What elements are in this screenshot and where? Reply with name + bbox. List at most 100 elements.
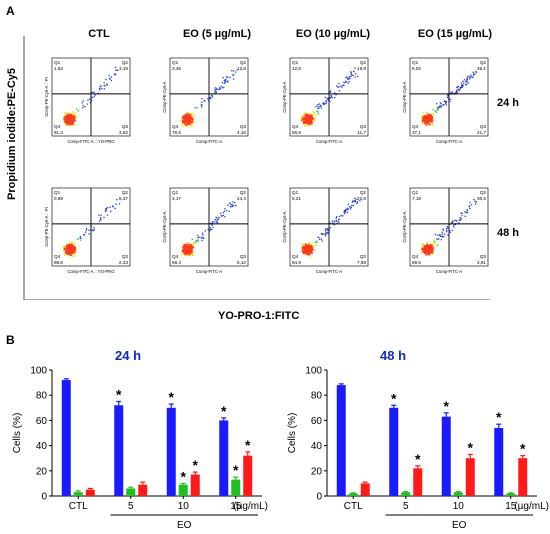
flow-event-dot	[346, 78, 349, 80]
flow-event-dot	[70, 123, 72, 126]
flow-event-dot	[103, 82, 105, 84]
flow-event-dot	[236, 69, 238, 71]
flow-event-dot	[350, 75, 352, 77]
flow-event-dot	[304, 124, 306, 126]
flow-event-dot	[301, 119, 303, 121]
flow-event-dot	[183, 115, 186, 118]
flow-event-dot	[66, 123, 69, 126]
flow-event-dot	[180, 120, 182, 122]
flow-event-dot	[72, 116, 74, 119]
flow-event-dot	[99, 87, 101, 90]
flow-event-dot	[456, 91, 458, 93]
flow-event-dot	[430, 121, 432, 123]
flow-event-dot	[429, 117, 431, 119]
flow-event-dot	[74, 247, 77, 249]
quadrant-q2-value: 36,1	[477, 66, 486, 71]
flow-event-dot	[93, 96, 95, 98]
flow-event-dot	[433, 114, 435, 117]
quadrant-q4-name: Q4	[54, 254, 61, 259]
flow-event-dot	[430, 116, 433, 118]
flow-event-dot	[326, 228, 328, 230]
flow-event-dot	[210, 228, 212, 230]
flow-event-dot	[303, 252, 305, 254]
flow-event-dot	[207, 228, 209, 231]
flow-event-dot	[449, 231, 452, 233]
chart-24h-bar	[219, 420, 229, 496]
flow-event-dot	[309, 118, 311, 120]
flow-event-dot	[468, 77, 471, 79]
flow-event-dot	[424, 246, 426, 249]
chart-48h-bar	[389, 407, 399, 496]
flow-event-dot	[222, 77, 224, 79]
flow-event-dot	[106, 207, 108, 210]
chart-48h-x-tick-label: 5	[403, 501, 409, 512]
flow-event-dot	[462, 84, 464, 87]
flow-event-dot	[179, 120, 181, 122]
flow-event-dot	[423, 118, 426, 120]
flow-event-dot	[306, 121, 309, 123]
flow-event-dot	[307, 123, 309, 125]
flow-event-dot	[441, 231, 443, 233]
flow-event-dot	[75, 116, 77, 119]
chart-48h-bar	[441, 416, 451, 496]
flow-event-dot	[325, 103, 327, 105]
flow-event-dot	[74, 253, 76, 255]
flow-event-dot	[455, 91, 457, 94]
flow-event-dot	[460, 84, 463, 86]
flow-event-dot	[329, 97, 331, 99]
flow-event-dot	[223, 79, 225, 82]
flow-event-dot	[67, 244, 69, 246]
quadrant-q4-name: Q4	[292, 124, 299, 129]
flow-event-dot	[109, 77, 111, 80]
flow-event-dot	[335, 217, 337, 219]
quadrant-q2-name: Q2	[360, 190, 367, 195]
flow-event-dot	[221, 87, 224, 89]
flow-event-dot	[324, 228, 327, 230]
flow-event-dot	[100, 214, 102, 216]
flow-event-dot	[307, 119, 310, 121]
flow-event-dot	[191, 244, 193, 246]
flow-event-dot	[426, 250, 429, 252]
flow-event-dot	[428, 254, 430, 256]
chart-24h-significance-star: *	[181, 468, 187, 484]
flow-event-dot	[185, 244, 187, 246]
flow-event-dot	[431, 113, 433, 115]
flow-event-dot	[71, 246, 73, 249]
flow-event-dot	[219, 88, 222, 90]
flow-event-dot	[307, 116, 309, 118]
flow-event-dot	[69, 120, 71, 122]
flow-event-dot	[310, 122, 312, 124]
flow-event-dot	[356, 202, 358, 205]
flow-event-dot	[429, 114, 431, 116]
quadrant-q1-name: Q1	[54, 60, 61, 65]
flow-event-dot	[106, 84, 108, 86]
chart-48h-significance-star: *	[468, 439, 474, 455]
flow-event-dot	[325, 232, 327, 235]
chart-48h-significance-star: *	[444, 398, 450, 414]
flow-event-dot	[71, 120, 73, 123]
flow-event-dot	[70, 245, 72, 247]
flow-event-dot	[430, 249, 432, 251]
panel-a-label: A	[6, 4, 15, 18]
bar-chart-24h: 0 20 40 60 80 100 Cells (%) CTL * 5 * * * 10 * * * 15 EO (µ…	[12, 366, 268, 532]
flow-event-dot	[187, 247, 189, 249]
flow-event-dot	[439, 105, 441, 108]
flow-event-dot	[460, 218, 463, 220]
flow-event-dot	[187, 121, 190, 124]
flow-event-dot	[427, 115, 429, 117]
flow-plot-ylabel: Comp-PE-Cy5-A :: PI	[44, 207, 49, 247]
flow-event-dot	[86, 103, 89, 105]
flow-event-dot	[427, 122, 429, 125]
flow-event-dot	[307, 251, 309, 253]
flow-event-dot	[114, 207, 116, 210]
flow-event-dot	[93, 227, 95, 229]
flow-event-dot	[429, 121, 431, 123]
quadrant-q4-value: 37,1	[412, 130, 421, 135]
quadrant-q4-name: Q4	[412, 254, 419, 259]
flow-plot-xlabel: Comp-FITC-A	[196, 139, 222, 144]
flow-event-dot	[308, 120, 310, 122]
flow-event-dot	[64, 124, 67, 127]
flow-event-dot	[323, 102, 326, 105]
flow-event-dot	[108, 75, 110, 77]
flow-event-dot	[201, 101, 203, 103]
